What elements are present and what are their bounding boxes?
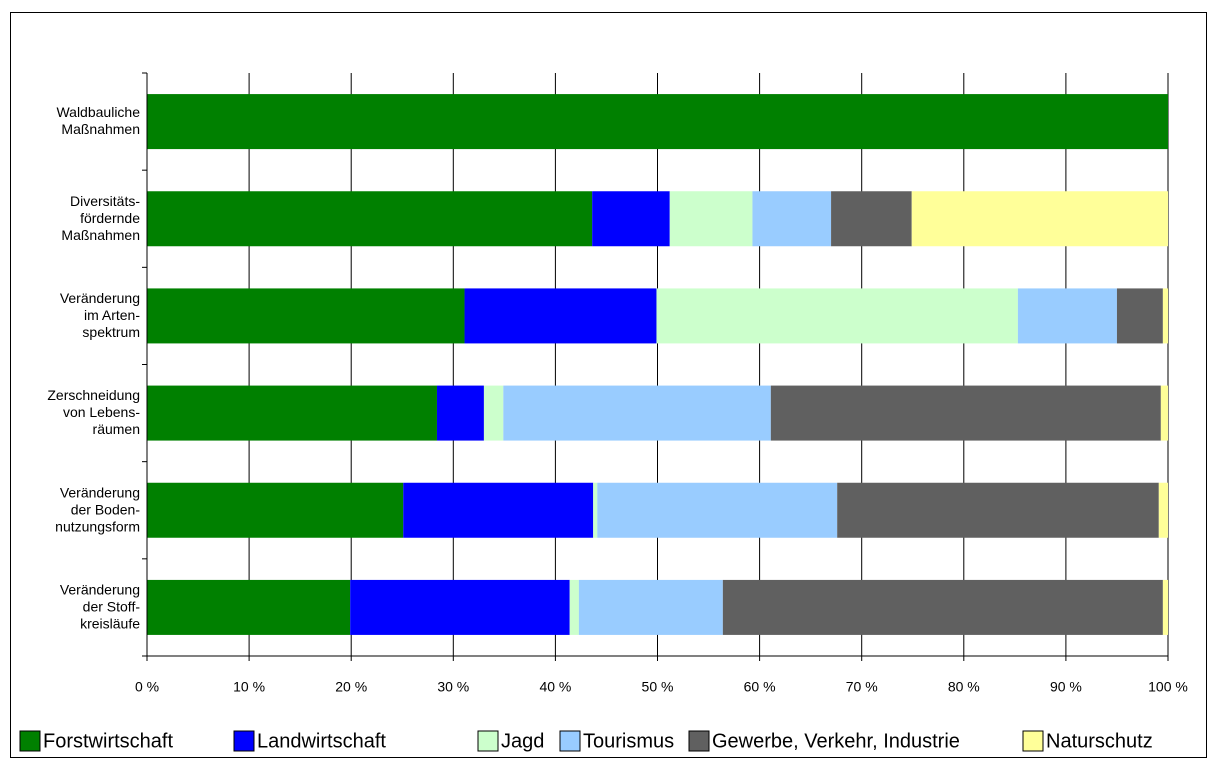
y-tick-label-line: Waldbauliche: [56, 104, 140, 120]
bar-segment: [597, 482, 838, 538]
bar-segment: [578, 579, 723, 635]
y-tick-label: Waldbauliche Maßnahmen: [56, 104, 140, 137]
legend-label: Naturschutz: [1046, 730, 1153, 752]
legend-label: Jagd: [501, 730, 544, 752]
bar-segment: [147, 482, 404, 538]
bar-segment: [669, 191, 753, 247]
bar-segment: [592, 191, 670, 247]
y-tick-label-line: Maßnahmen: [61, 121, 140, 137]
y-tick-label-line: Veränderung: [60, 290, 140, 306]
legend-swatch: [688, 730, 710, 752]
y-tick-label-line: spektrum: [82, 324, 140, 340]
bar-segment: [593, 482, 598, 538]
bar-segment: [350, 579, 570, 635]
x-tick-label: 20 %: [335, 679, 367, 695]
bar-segment: [464, 288, 657, 344]
y-tick-label-line: Maßnahmen: [61, 226, 140, 242]
bar-segment: [1162, 288, 1168, 344]
legend-swatch: [1022, 730, 1044, 752]
legend-label: Forstwirtschaft: [43, 730, 173, 752]
bar-segment: [147, 94, 1168, 150]
y-tick-label-line: der Stoff-: [83, 598, 141, 614]
y-tick-label-line: Diversitäts-: [70, 192, 140, 208]
y-tick-label-line: fördernde: [80, 209, 140, 225]
bar-segment: [403, 482, 594, 538]
legend-swatch: [233, 730, 255, 752]
x-tick-label: 10 %: [233, 679, 265, 695]
y-tick-label-line: räumen: [93, 421, 140, 437]
x-tick-label: 40 %: [539, 679, 571, 695]
x-tick-label: 30 %: [437, 679, 469, 695]
bar-segment: [503, 385, 771, 441]
y-tick-label-line: der Boden-: [71, 501, 141, 517]
x-tick-label: 60 %: [744, 679, 776, 695]
x-tick-label: 0 %: [135, 679, 159, 695]
x-tick-label: 90 %: [1050, 679, 1082, 695]
bar-segment: [831, 191, 912, 247]
bar-segment: [147, 191, 593, 247]
bar-segment: [722, 579, 1163, 635]
bar-segment: [1160, 385, 1168, 441]
bar-segment: [1017, 288, 1117, 344]
legend-label: Gewerbe, Verkehr, Industrie: [712, 730, 960, 752]
bar-segment: [483, 385, 504, 441]
legend-label: Landwirtschaft: [257, 730, 386, 752]
bar-segment: [656, 288, 1018, 344]
y-tick-label-line: von Lebens-: [63, 404, 140, 420]
x-tick-label: 80 %: [948, 679, 980, 695]
bar-segment: [770, 385, 1161, 441]
legend-swatch: [477, 730, 499, 752]
bar-segment: [1116, 288, 1163, 344]
bar-segment: [147, 288, 465, 344]
bar-segment: [1162, 579, 1168, 635]
bar-segment: [1158, 482, 1168, 538]
bar-segment: [911, 191, 1168, 247]
bar-segment: [837, 482, 1159, 538]
legend-swatch: [559, 730, 581, 752]
y-tick-label-line: nutzungsform: [55, 518, 140, 534]
x-tick-label: 100 %: [1148, 679, 1188, 695]
x-tick-label: 50 %: [642, 679, 674, 695]
bar-segment: [147, 579, 351, 635]
y-tick-label: Veränderung der Boden-nutzungsform: [55, 484, 140, 534]
y-tick-label-line: Zerschneidung: [47, 387, 140, 403]
y-tick-label-line: Veränderung: [60, 581, 140, 597]
x-tick-label: 70 %: [846, 679, 878, 695]
legend-label: Tourismus: [583, 730, 674, 752]
y-tick-label: Veränderung im Arten-spektrum: [60, 290, 141, 340]
legend-swatch: [19, 730, 41, 752]
bar-segment: [752, 191, 832, 247]
bar-segment: [436, 385, 484, 441]
y-tick-label: Veränderung der Stoff-kreisläufe: [60, 581, 141, 631]
y-tick-label-line: im Arten-: [84, 307, 140, 323]
y-tick-label: Diversitäts-fördernde Maßnahmen: [61, 192, 140, 242]
y-tick-label: Zerschneidung von Lebens-räumen: [47, 387, 140, 437]
bar-segment: [147, 385, 437, 441]
bar-segment: [569, 579, 579, 635]
y-tick-label-line: kreisläufe: [80, 615, 140, 631]
y-tick-label-line: Veränderung: [60, 484, 140, 500]
